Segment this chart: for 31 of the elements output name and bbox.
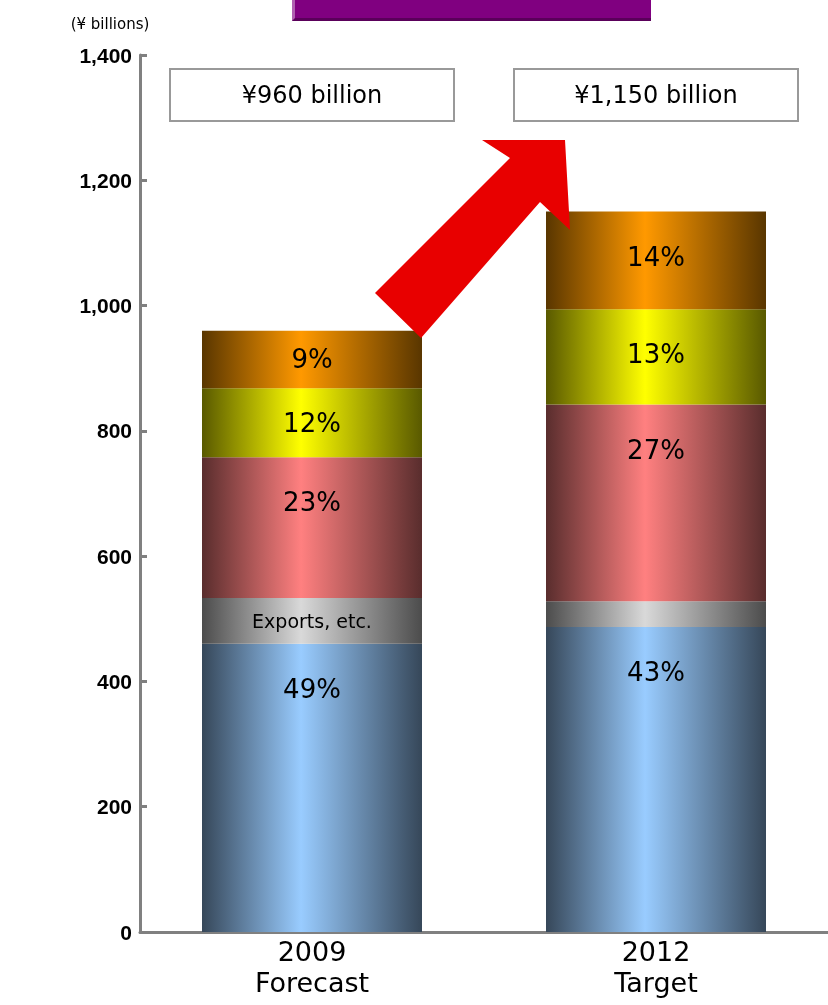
annotation: 43%: [627, 656, 685, 687]
y-tick-label: 800: [96, 419, 132, 443]
bar: [546, 309, 766, 405]
annotation: ¥1,150 billion: [574, 81, 738, 109]
annotation: 27%: [627, 434, 685, 465]
y-axis-title: (¥ billions): [70, 14, 150, 33]
y-tick-label: 400: [96, 669, 132, 693]
annotation: 14%: [627, 241, 685, 272]
annotation: 23%: [283, 487, 341, 518]
bar: [202, 388, 422, 458]
x-tick-label: 2009 Forecast: [254, 936, 370, 998]
annotation: 49%: [283, 673, 341, 704]
bar: [546, 626, 766, 932]
bar: [202, 598, 422, 644]
bar: [202, 330, 422, 389]
y-tick-label: 200: [96, 795, 132, 819]
y-tick-label: 0: [120, 920, 132, 944]
y-tick-label: 1,000: [79, 294, 132, 318]
y-tick-label: 1,200: [79, 168, 132, 192]
bar: [202, 457, 422, 599]
annotation: ¥960 billion: [241, 81, 383, 109]
annotation: Exports, etc.: [252, 609, 372, 632]
bar: [546, 601, 766, 627]
annotation: 9%: [291, 344, 333, 375]
annotation: 12%: [283, 407, 341, 438]
bar: [202, 643, 422, 932]
annotation: 13%: [627, 339, 685, 370]
x-tick-label: 2012 Target: [613, 936, 698, 998]
y-tick-label: 1,400: [79, 43, 132, 67]
y-tick-label: 600: [96, 544, 132, 568]
bar: [546, 404, 766, 602]
